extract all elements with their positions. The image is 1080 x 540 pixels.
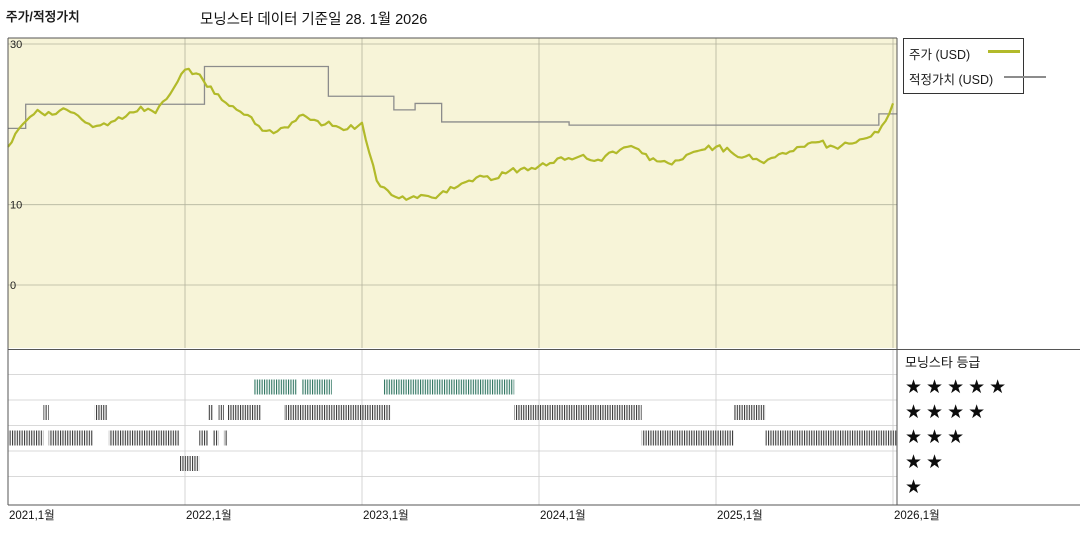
y-axis-label: 10 [10, 200, 22, 212]
y-axis-label: 0 [10, 280, 16, 292]
price-line-swatch [988, 50, 1020, 53]
rating-interval-3-star [48, 430, 93, 446]
panel-label: 주가/적정가치 [6, 10, 80, 24]
rating-interval-4-star [43, 405, 49, 420]
x-axis-label: 2023,1월 [363, 509, 409, 522]
rating-interval-3-star [108, 430, 180, 446]
rating-interval-4-star [284, 405, 332, 420]
x-axis-label: 2025,1월 [717, 509, 763, 522]
fairvalue-line-swatch [1004, 76, 1046, 78]
chart-legend: 주가 (USD) 적정가치 (USD) [903, 38, 1046, 94]
rating-interval-5-star [254, 379, 297, 395]
rating-legend-rows: ★★★★★ ★★★★ ★★★ ★★ ★ [905, 375, 1077, 500]
legend-label-fairvalue: 적정가치 (USD) [909, 73, 994, 87]
rating-interval-4-star [331, 405, 391, 420]
y-axis-label: 30 [10, 39, 22, 51]
rating-legend: 모닝스타 등급 ★★★★★ ★★★★ ★★★ ★★ ★ [905, 352, 1077, 500]
rating-interval-3-star [8, 430, 44, 446]
rating-interval-4-star [208, 405, 214, 420]
fair-value-line [8, 65, 897, 129]
rating-legend-row-5-star: ★★★★★ [905, 377, 1011, 398]
rating-interval-3-star [223, 430, 228, 446]
rating-interval-3-star [641, 430, 734, 446]
rating-interval-3-star [765, 430, 897, 446]
legend-label-price: 주가 (USD) [909, 48, 971, 62]
rating-interval-4-star [94, 405, 108, 420]
rating-interval-2-star [179, 456, 200, 471]
rating-interval-5-star [301, 379, 332, 395]
x-axis-label: 2026,1월 [894, 509, 940, 522]
rating-interval-4-star [227, 405, 262, 420]
rating-interval-4-star [514, 405, 642, 420]
rating-interval-3-star [213, 430, 219, 446]
chart-title: 모닝스타 데이터 기준일 28. 1월 2026 [200, 12, 428, 28]
rating-interval-5-star [383, 379, 515, 395]
x-axis-label: 2024,1월 [540, 509, 586, 522]
x-axis-label: 2021,1월 [9, 509, 55, 522]
x-axis-label: 2022,1월 [186, 509, 232, 522]
rating-interval-3-star [199, 430, 209, 446]
rating-legend-row-1-star: ★ [905, 477, 927, 498]
rating-legend-title: 모닝스타 등급 [905, 355, 981, 370]
rating-legend-row-2-star: ★★ [905, 452, 948, 473]
chart-plot-background [8, 38, 897, 348]
rating-interval-4-star [218, 405, 224, 420]
rating-legend-row-4-star: ★★★★ [905, 402, 990, 423]
price-line [7, 67, 895, 201]
rating-legend-row-3-star: ★★★ [905, 427, 969, 448]
rating-interval-4-star [733, 405, 766, 420]
